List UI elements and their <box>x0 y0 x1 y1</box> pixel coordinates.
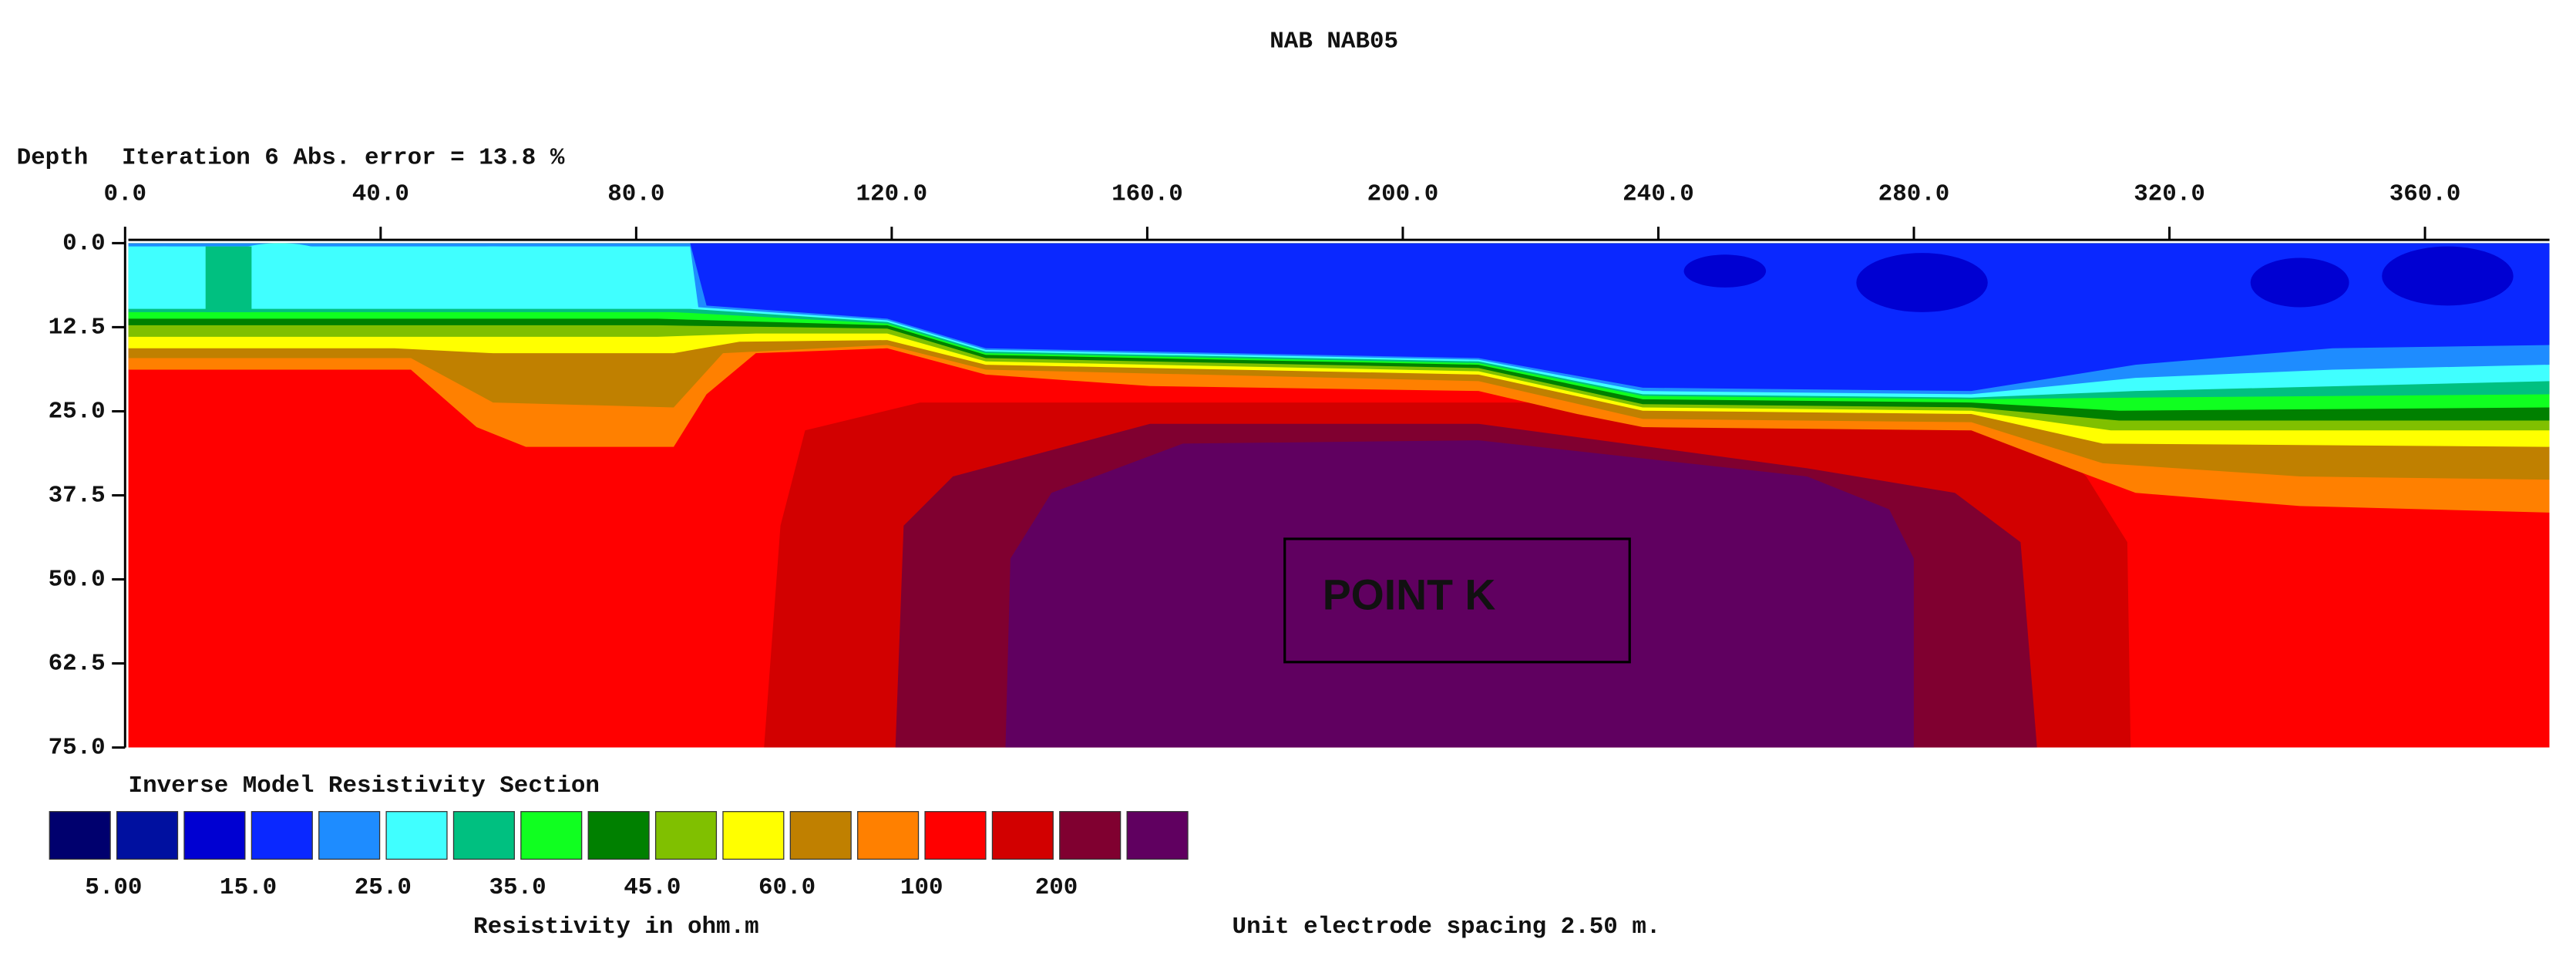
colorbar-swatch <box>183 811 246 860</box>
colorbar-tick-label: 5.00 <box>85 874 142 901</box>
colorbar-swatch <box>924 811 987 860</box>
patch <box>205 246 252 312</box>
colorbar-tick-label: 35.0 <box>489 874 546 901</box>
colorbar-swatch <box>857 811 920 860</box>
colorbar-swatch <box>587 811 650 860</box>
colorbar-swatch <box>1126 811 1189 860</box>
colorbar-swatch <box>49 811 111 860</box>
colorbar-tick-label: 45.0 <box>624 874 681 901</box>
x-tick-label: 320.0 <box>2134 181 2205 208</box>
annotation: POINT K <box>1323 571 1496 618</box>
colorbar-swatch <box>1059 811 1122 860</box>
y-tick-label: 12.5 <box>49 315 106 342</box>
patch <box>1856 253 1988 312</box>
colorbar-swatch <box>452 811 515 860</box>
colorbar-tick-label: 100 <box>900 874 943 901</box>
x-tick-label: 40.0 <box>352 181 409 208</box>
colorbar-tick-label: 200 <box>1035 874 1078 901</box>
colorbar-swatch <box>251 811 313 860</box>
y-tick-label: 50.0 <box>49 567 106 594</box>
colorbar-label: Resistivity in ohm.m <box>473 914 759 941</box>
y-tick-label: 25.0 <box>49 399 106 426</box>
colorbar: 5.00 15.0 25.0 35.0 45.0 60.0 100 200 <box>49 811 1189 901</box>
patch <box>131 246 198 273</box>
zone <box>1005 440 1914 748</box>
section <box>128 243 2550 748</box>
x-tick-label: 280.0 <box>1878 181 1950 208</box>
subtitle: Iteration 6 Abs. error = 13.8 % <box>122 145 565 172</box>
axes: 0.0 40.0 80.0 120.0 160.0 200.0 240.0 280.0 320.… <box>49 181 2550 762</box>
y-tick-label: 62.5 <box>49 651 106 678</box>
colorbar-swatch <box>520 811 583 860</box>
x-tick-label: 120.0 <box>856 181 928 208</box>
y-tick-label: 37.5 <box>49 483 106 510</box>
colorbar-swatch <box>654 811 718 860</box>
colorbar-swatch <box>116 811 179 860</box>
chart-title: NAB NAB05 <box>1270 28 1398 55</box>
colorbar-tick-label: 25.0 <box>355 874 412 901</box>
x-tick-label: 160.0 <box>1111 181 1183 208</box>
colorbar-swatch <box>385 811 448 860</box>
colorbar-swatch <box>722 811 785 860</box>
annotation-box <box>1283 537 1631 664</box>
patch <box>2250 257 2349 308</box>
x-tick-label: 240.0 <box>1623 181 1694 208</box>
patch <box>2382 246 2514 306</box>
y-tick-label: 75.0 <box>49 735 106 762</box>
patch <box>452 246 534 280</box>
y-tick-label: 0.0 <box>62 231 106 257</box>
y-axis-label: Depth <box>17 145 89 172</box>
x-tick-label: 360.0 <box>2389 181 2461 208</box>
colorbar-tick-label: 60.0 <box>758 874 816 901</box>
patch <box>1683 254 1767 288</box>
colorbar-swatch <box>991 811 1054 860</box>
note: Unit electrode spacing 2.50 m. <box>1233 914 1661 941</box>
legend-title: Inverse Model Resistivity Section <box>129 772 600 799</box>
x-tick-label: 0.0 <box>103 181 146 208</box>
colorbar-swatch <box>318 811 381 860</box>
colorbar-tick-label: 15.0 <box>220 874 277 901</box>
colorbar-swatch <box>789 811 852 860</box>
x-tick-label: 200.0 <box>1367 181 1439 208</box>
x-tick-label: 80.0 <box>607 181 664 208</box>
